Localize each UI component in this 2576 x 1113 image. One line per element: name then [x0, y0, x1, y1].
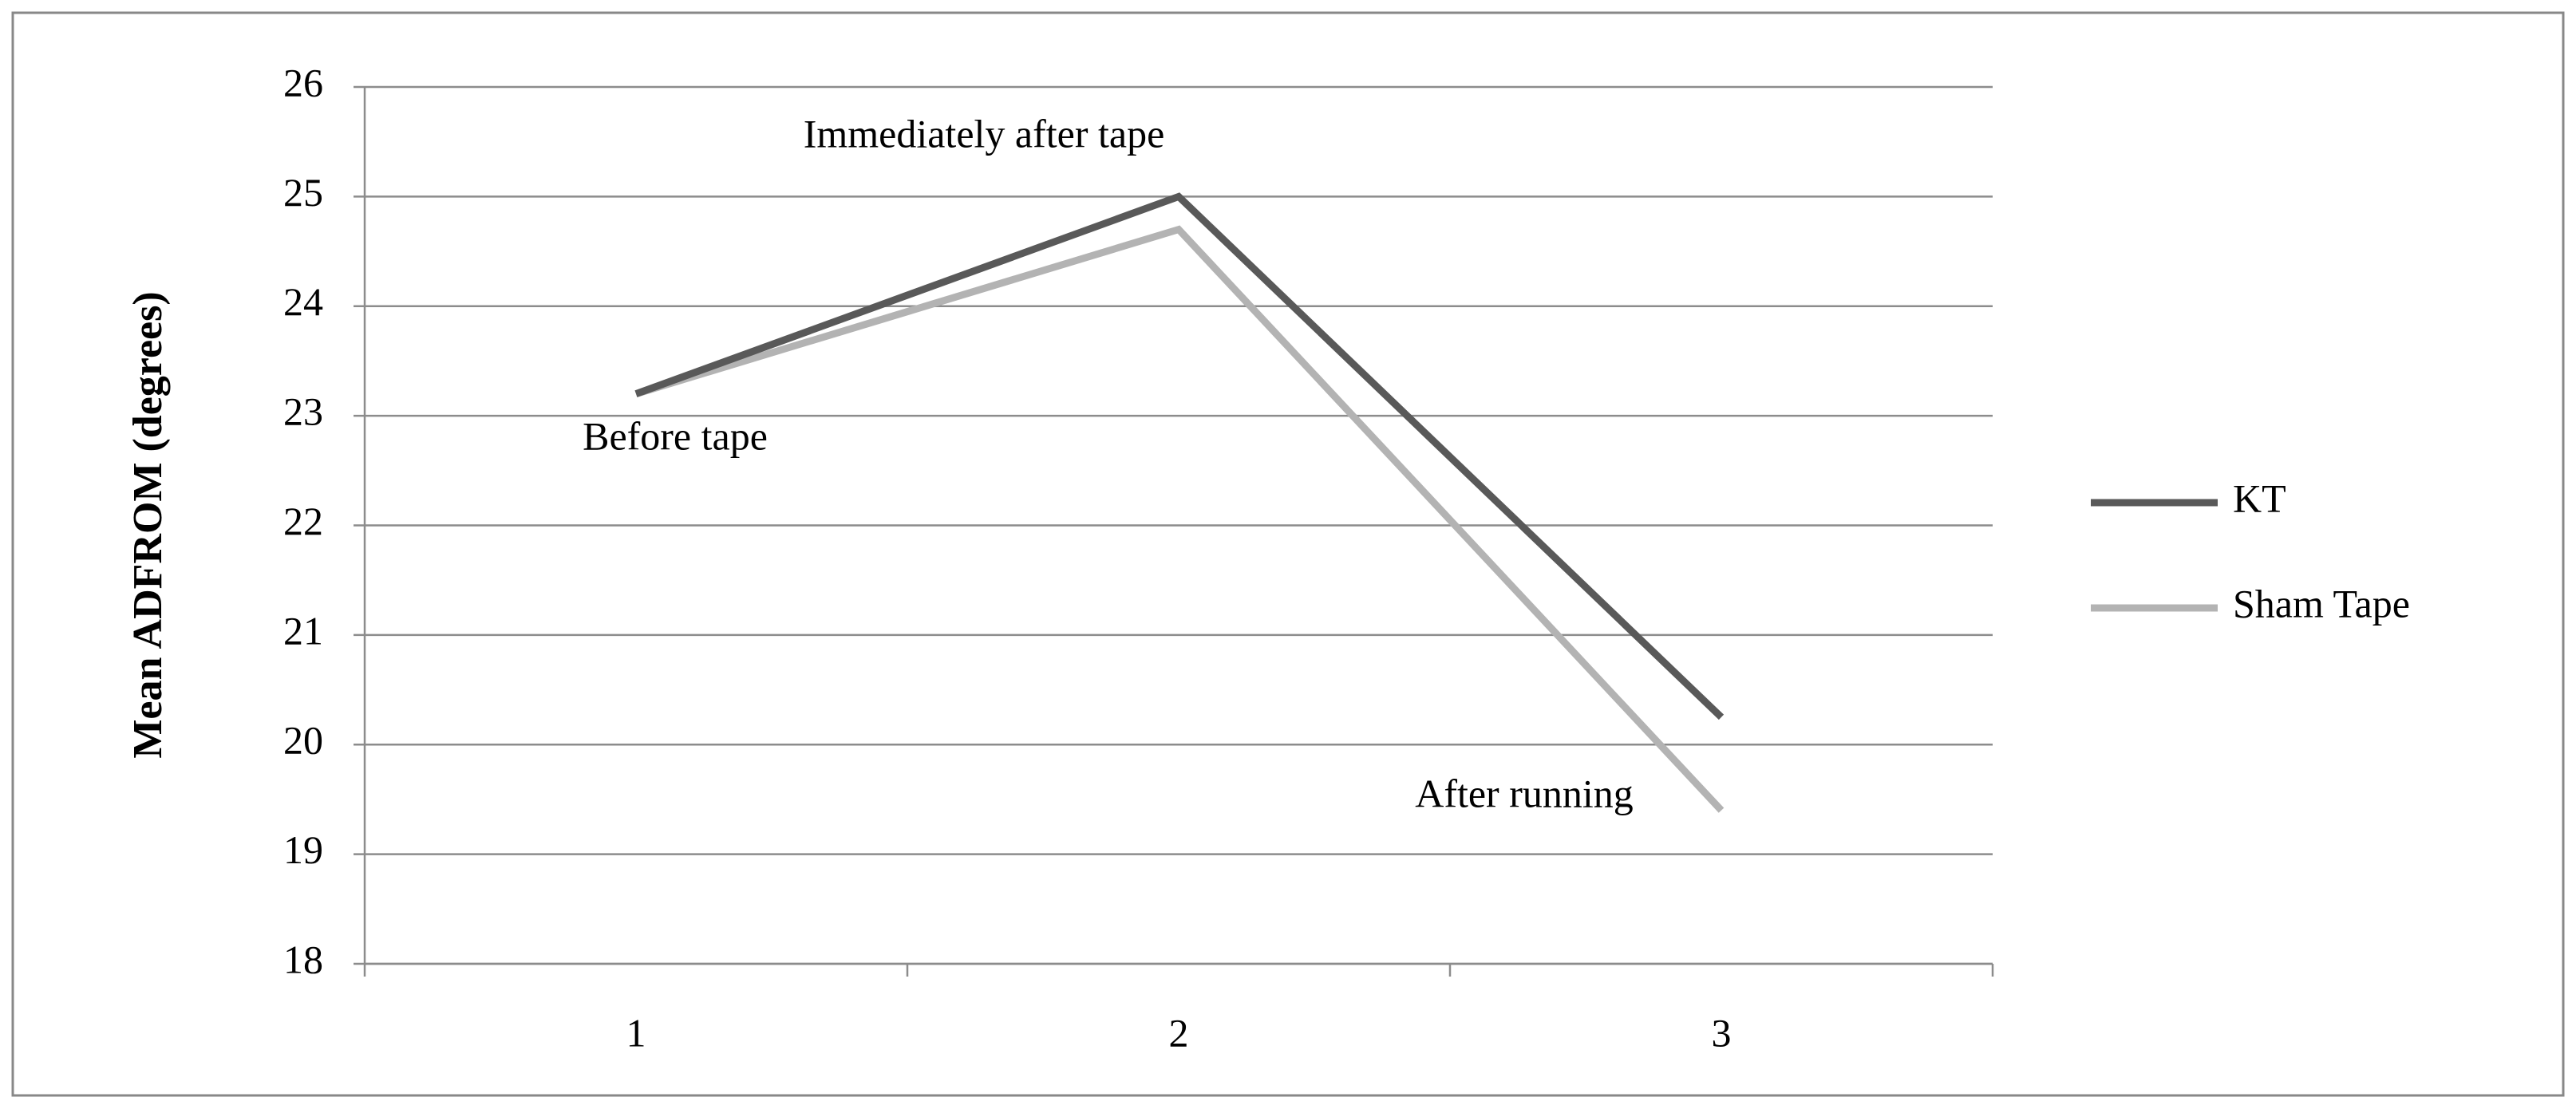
series-line: [634, 225, 1725, 813]
x-tick-label: 3: [1712, 1010, 1732, 1055]
y-tick-label: 21: [283, 608, 323, 653]
x-tick-label: 1: [626, 1010, 646, 1055]
y-tick-label: 24: [283, 279, 323, 324]
y-tick-label: 20: [283, 718, 323, 763]
y-axis-label: Mean ADFROM (degrees): [125, 291, 171, 758]
y-tick-label: 25: [283, 170, 323, 215]
legend-label: KT: [2233, 476, 2286, 520]
series-line: [634, 192, 1725, 720]
y-tick-label: 18: [283, 937, 323, 981]
legend-label: Sham Tape: [2233, 581, 2410, 626]
y-tick-label: 26: [283, 60, 323, 105]
annotation: Immediately after tape: [804, 111, 1165, 156]
annotation: After running: [1415, 771, 1634, 815]
y-tick-label: 22: [283, 499, 323, 543]
x-tick-label: 2: [1169, 1010, 1189, 1055]
y-tick-label: 23: [283, 389, 323, 434]
chart-border: [11, 11, 2565, 1097]
annotation: Before tape: [583, 413, 768, 458]
y-tick-label: 19: [283, 827, 323, 872]
